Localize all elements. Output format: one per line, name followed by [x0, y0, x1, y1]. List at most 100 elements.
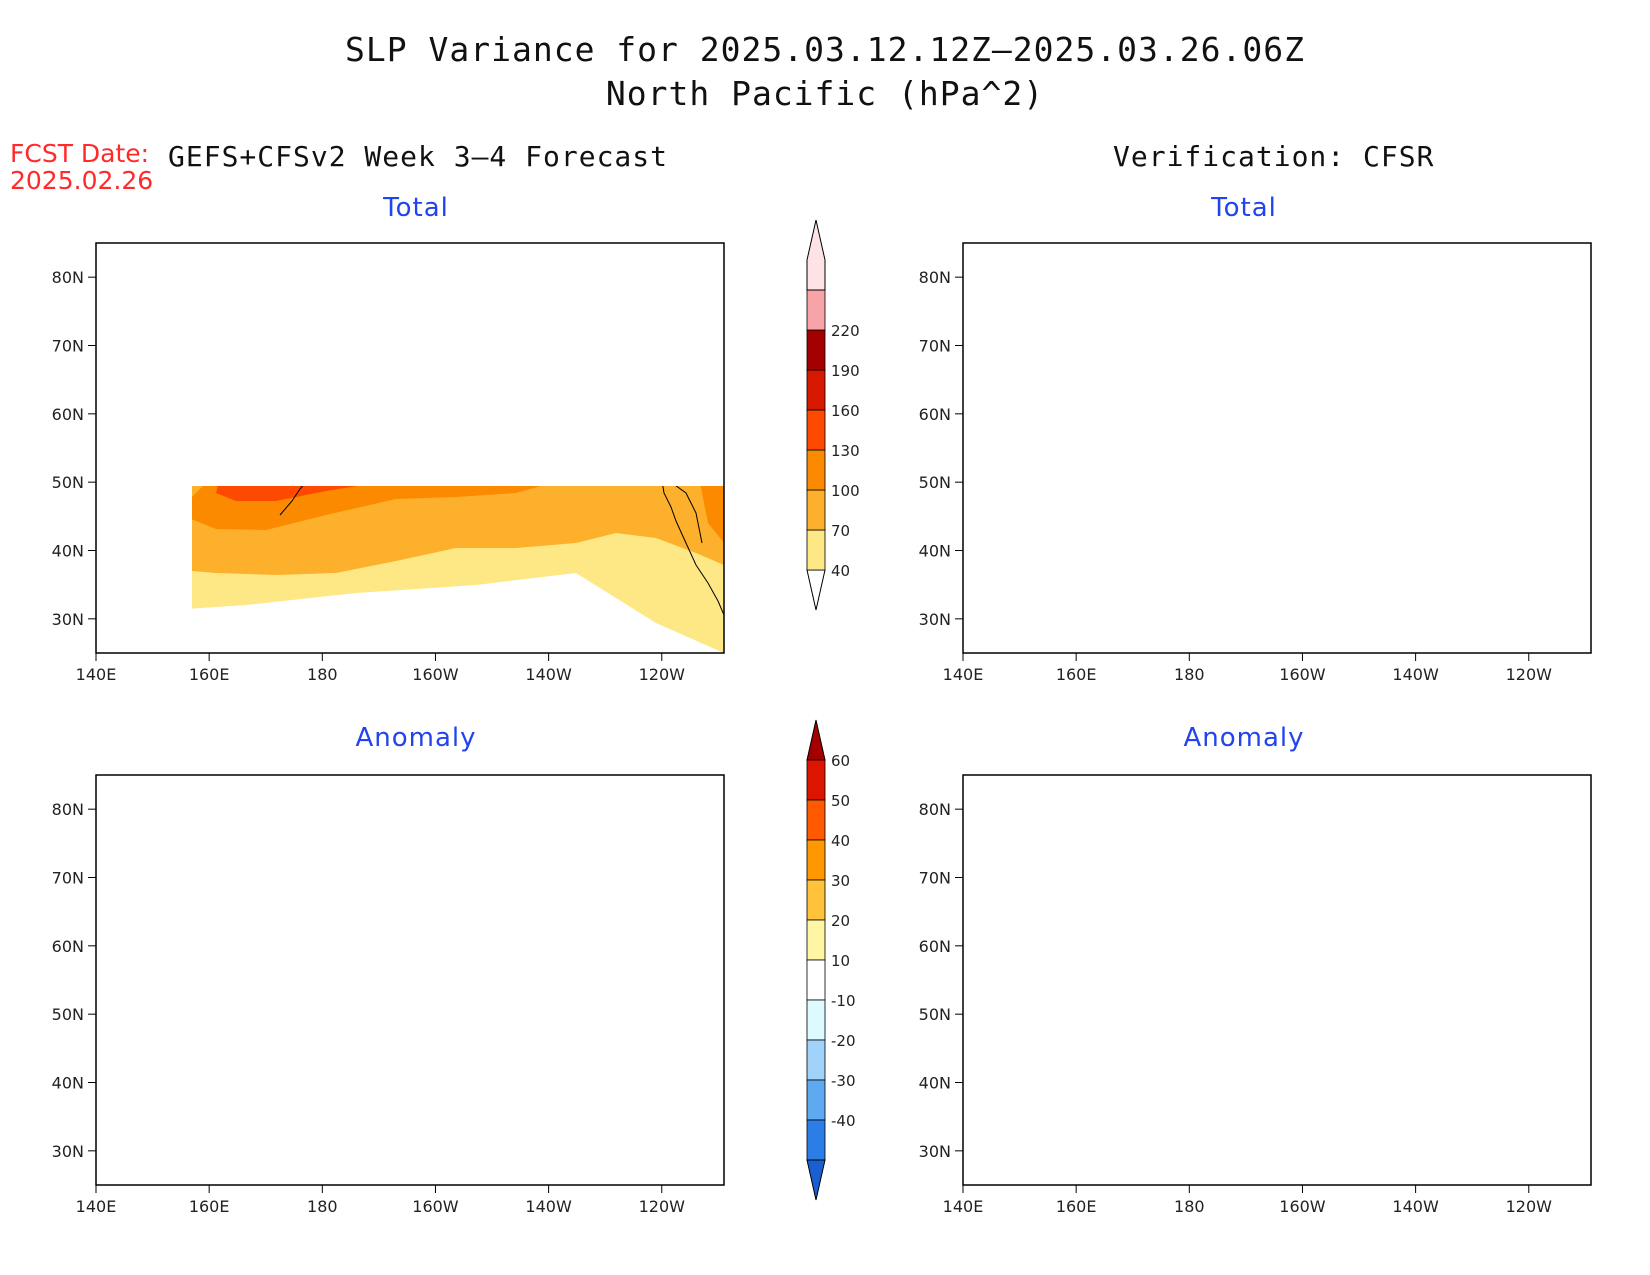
- colorbar-anomaly: 60 50 40 30 20 10 -10 -20 -30 -40: [806, 719, 856, 1201]
- lat-tick-label: 80N: [919, 800, 951, 819]
- frame-verification-total: [962, 242, 1592, 654]
- colorbar-anomaly-swatch: [806, 879, 826, 921]
- colorbar-total-swatch: [806, 529, 826, 571]
- colorbar-anomaly-label: 20: [831, 912, 850, 930]
- lon-tick-label: 180: [1174, 665, 1205, 684]
- colorbar-anomaly-bottom-arrow: [806, 1159, 826, 1201]
- lat-tick-label: 80N: [919, 268, 951, 287]
- lon-tick-label: 120W: [1506, 1197, 1553, 1216]
- lon-tick-label: 160W: [1279, 1197, 1326, 1216]
- forecast-total-map: [192, 486, 725, 653]
- lat-tick-label: 50N: [52, 473, 84, 492]
- colorbar-anomaly-swatch: [806, 759, 826, 801]
- lon-tick-label: 140E: [943, 665, 984, 684]
- lat-tick-label: 70N: [52, 337, 84, 356]
- panel-title-verification-anomaly: Anomaly: [1183, 723, 1305, 753]
- lat-tick-label: 80N: [52, 800, 84, 819]
- verification-anomaly-map: [963, 775, 1591, 1185]
- lat-tick-label: 40N: [52, 542, 84, 561]
- lat-tick-label: 30N: [52, 1142, 84, 1161]
- lat-tick-label: 60N: [919, 937, 951, 956]
- colorbar-anomaly-top-arrow: [806, 719, 826, 761]
- lon-tick-label: 160W: [412, 665, 459, 684]
- frame-forecast-anomaly: [95, 774, 725, 1186]
- frame-verification-anomaly: [962, 774, 1592, 1186]
- colorbar-total-swatch: [806, 449, 826, 491]
- lon-tick-label: 160W: [412, 1197, 459, 1216]
- axes-layer: 80N 70N 60N 50N 40N 30N 140E 160E 180 160W 140W 120…: [52, 268, 1552, 1216]
- colorbar-anomaly-swatch: [806, 999, 826, 1041]
- colorbar-anomaly-label: -10: [831, 992, 856, 1010]
- fcst-date-value: 2025.02.26: [10, 166, 154, 195]
- colorbar-anomaly-label: -20: [831, 1032, 856, 1050]
- lat-tick-label: 60N: [52, 937, 84, 956]
- colorbar-total-swatch: [806, 489, 826, 531]
- panel-title-forecast-total: Total: [383, 193, 449, 223]
- lat-tick-label: 70N: [919, 337, 951, 356]
- lon-tick-label: 120W: [639, 1197, 686, 1216]
- lat-tick-label: 80N: [52, 268, 84, 287]
- colorbar-total-label: 130: [831, 442, 860, 460]
- lat-tick-label: 50N: [919, 1005, 951, 1024]
- lat-tick-label: 60N: [52, 405, 84, 424]
- colorbar-anomaly-swatch: [806, 839, 826, 881]
- forecast-date-label: FCST Date: 2025.02.26: [10, 140, 153, 194]
- colorbar-anomaly-swatch: [806, 1119, 826, 1161]
- panel-title-forecast-anomaly: Anomaly: [355, 723, 477, 753]
- lat-tick-label: 60N: [919, 405, 951, 424]
- lat-tick-label: 70N: [919, 869, 951, 888]
- colorbar-anomaly-swatch: [806, 799, 826, 841]
- colorbar-total-label: 40: [831, 562, 850, 580]
- colorbar-anomaly-swatch: [806, 959, 826, 1001]
- colorbar-total-swatch: [806, 369, 826, 411]
- lon-tick-label: 140W: [525, 665, 572, 684]
- colorbar-total-swatch: [806, 289, 826, 331]
- forecast-column-heading: GEFS+CFSv2 Week 3–4 Forecast: [168, 140, 669, 173]
- lat-tick-label: 30N: [919, 610, 951, 629]
- colorbar-total-top-arrow: [806, 219, 826, 291]
- lon-tick-label: 160E: [1056, 665, 1097, 684]
- lon-tick-label: 140W: [525, 1197, 572, 1216]
- lon-tick-label: 180: [307, 1197, 338, 1216]
- lat-tick-label: 30N: [919, 1142, 951, 1161]
- colorbar-anomaly-label: 60: [831, 752, 850, 770]
- lon-tick-label: 140E: [76, 1197, 117, 1216]
- colorbar-anomaly-label: 10: [831, 952, 850, 970]
- frame-forecast-total: [95, 242, 725, 654]
- colorbar-total-label: 220: [831, 322, 860, 340]
- lon-tick-label: 120W: [1506, 665, 1553, 684]
- lon-tick-label: 140E: [943, 1197, 984, 1216]
- lon-tick-label: 140W: [1392, 1197, 1439, 1216]
- colorbar-total: 40 70 100 130 160 190 220: [806, 219, 860, 611]
- colorbar-anomaly-label: 40: [831, 832, 850, 850]
- colorbar-anomaly-label: -40: [831, 1112, 856, 1130]
- lon-tick-label: 160E: [189, 665, 230, 684]
- lon-tick-label: 180: [307, 665, 338, 684]
- colorbar-total-label: 190: [831, 362, 860, 380]
- fcst-date-heading: FCST Date:: [10, 139, 150, 168]
- forecast-anomaly-map: [96, 775, 724, 1185]
- lon-tick-label: 120W: [639, 665, 686, 684]
- colorbar-anomaly-label: 50: [831, 792, 850, 810]
- colorbar-anomaly-swatch: [806, 919, 826, 961]
- lon-tick-label: 160W: [1279, 665, 1326, 684]
- verification-total-map: [963, 243, 1591, 653]
- panel-title-verification-total: Total: [1211, 193, 1277, 223]
- colorbar-anomaly-label: 30: [831, 872, 850, 890]
- lat-tick-label: 40N: [919, 1074, 951, 1093]
- chart-subtitle: North Pacific (hPa^2): [605, 74, 1045, 113]
- lat-tick-label: 40N: [919, 542, 951, 561]
- colorbar-total-swatch: [806, 409, 826, 451]
- lon-tick-label: 140E: [76, 665, 117, 684]
- lon-tick-label: 180: [1174, 1197, 1205, 1216]
- lat-tick-label: 30N: [52, 610, 84, 629]
- lat-tick-label: 50N: [52, 1005, 84, 1024]
- colorbar-total-low-arrow: [806, 569, 826, 611]
- lat-tick-label: 70N: [52, 869, 84, 888]
- colorbar-total-label: 160: [831, 402, 860, 420]
- colorbar-anomaly-swatch: [806, 1079, 826, 1121]
- colorbar-anomaly-swatch: [806, 1039, 826, 1081]
- lon-tick-label: 160E: [189, 1197, 230, 1216]
- lon-tick-label: 160E: [1056, 1197, 1097, 1216]
